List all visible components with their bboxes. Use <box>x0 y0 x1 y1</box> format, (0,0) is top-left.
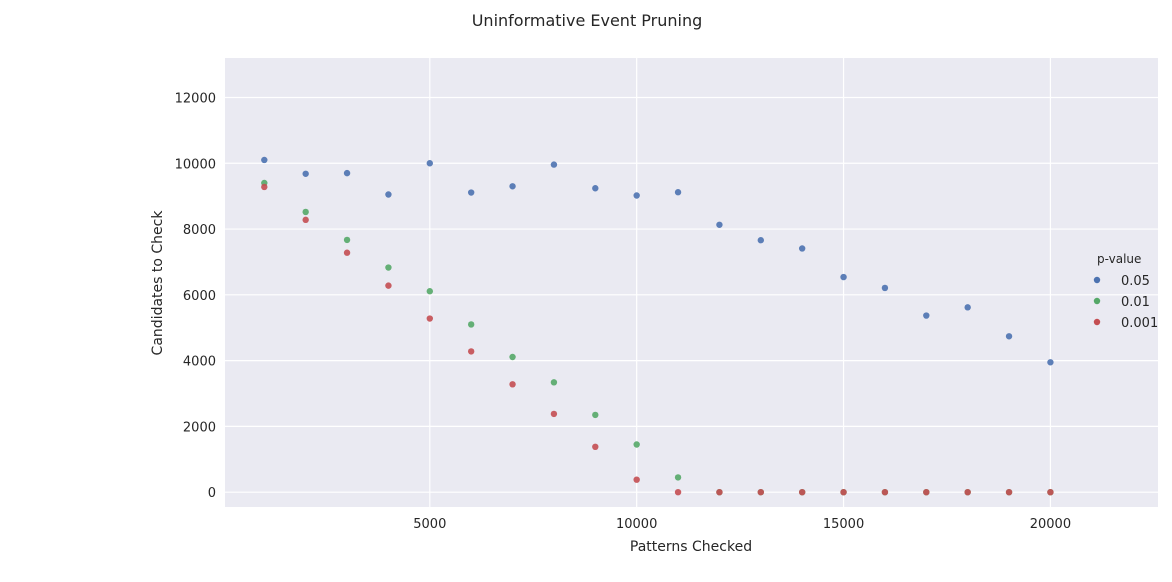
y-axis-label: Candidates to Check <box>150 210 166 356</box>
data-point-series-0 <box>261 156 268 164</box>
data-point-series-1 <box>426 288 434 295</box>
data-point-series-0 <box>798 245 806 252</box>
legend-marker-1 <box>1093 297 1101 305</box>
data-point-series-2 <box>550 410 558 418</box>
data-point-series-1 <box>302 208 309 216</box>
data-point-series-2 <box>716 488 723 496</box>
x-tick-label: 5000 <box>413 517 446 532</box>
y-tick-label: 12000 <box>175 91 216 106</box>
chart-title: Uninformative Event Pruning <box>472 11 703 30</box>
y-tick-label: 6000 <box>183 289 216 304</box>
data-point-series-2 <box>633 476 640 483</box>
data-point-series-0 <box>840 273 847 281</box>
y-tick-label: 0 <box>208 486 216 501</box>
data-point-series-2 <box>923 488 930 496</box>
data-point-series-2 <box>1005 488 1013 496</box>
data-point-series-0 <box>881 284 889 292</box>
y-tick-label: 8000 <box>183 223 216 238</box>
data-point-series-0 <box>964 304 971 311</box>
plot-background <box>225 58 1158 507</box>
data-point-series-0 <box>467 189 475 196</box>
x-tick-label: 20000 <box>1030 517 1071 532</box>
data-point-series-0 <box>757 237 765 244</box>
data-point-series-2 <box>964 488 971 496</box>
grid-lines <box>225 58 1158 507</box>
data-point-series-2 <box>798 488 806 496</box>
data-point-series-1 <box>343 236 351 244</box>
data-point-series-0 <box>302 170 309 177</box>
data-point-series-2 <box>343 249 351 256</box>
data-point-series-1 <box>550 379 558 386</box>
y-tick-label: 2000 <box>183 420 216 435</box>
data-point-series-2 <box>674 488 682 496</box>
data-point-series-2 <box>509 381 516 388</box>
data-point-series-2 <box>592 443 599 451</box>
data-point-series-2 <box>302 216 309 224</box>
data-point-series-2 <box>385 282 392 289</box>
legend-label-0: 0.05 <box>1121 274 1150 289</box>
data-point-series-0 <box>716 221 723 228</box>
data-point-series-0 <box>592 185 599 192</box>
x-tick-label: 10000 <box>616 517 657 532</box>
data-point-series-1 <box>633 441 640 448</box>
data-point-series-0 <box>923 312 930 319</box>
data-point-series-2 <box>467 348 475 355</box>
legend-label-2: 0.001 <box>1121 316 1158 331</box>
data-point-series-2 <box>1047 488 1054 496</box>
data-point-series-0 <box>385 191 392 198</box>
data-point-series-0 <box>509 183 516 190</box>
legend-marker-2 <box>1093 318 1101 326</box>
data-point-series-2 <box>426 315 434 322</box>
data-point-series-2 <box>840 488 847 496</box>
data-point-series-0 <box>674 189 682 196</box>
y-tick-label: 10000 <box>175 157 216 172</box>
data-point-series-1 <box>674 474 682 481</box>
legend: p-value 0.05 0.01 0.001 <box>1093 252 1158 331</box>
data-point-series-1 <box>385 264 392 271</box>
data-point-series-1 <box>467 321 475 328</box>
y-tick-label: 4000 <box>183 355 216 370</box>
data-point-series-0 <box>343 169 351 177</box>
data-point-series-0 <box>1047 359 1054 366</box>
legend-marker-0 <box>1093 276 1101 284</box>
data-point-series-0 <box>1005 333 1013 340</box>
data-point-series-0 <box>550 161 558 168</box>
data-point-series-0 <box>633 192 640 199</box>
legend-label-1: 0.01 <box>1121 295 1150 310</box>
data-point-series-2 <box>881 488 889 496</box>
x-axis-label: Patterns Checked <box>630 539 752 555</box>
x-tick-labels: 5000 10000 15000 20000 <box>413 517 1071 532</box>
data-point-series-2 <box>261 183 268 191</box>
y-tick-labels: 0 2000 4000 6000 8000 10000 12000 <box>175 91 216 501</box>
data-points <box>261 156 1054 496</box>
data-point-series-1 <box>509 353 516 361</box>
x-tick-label: 15000 <box>823 517 864 532</box>
data-point-series-0 <box>426 160 434 167</box>
data-point-series-2 <box>757 488 765 496</box>
legend-title: p-value <box>1097 252 1141 266</box>
data-point-series-1 <box>592 411 599 419</box>
